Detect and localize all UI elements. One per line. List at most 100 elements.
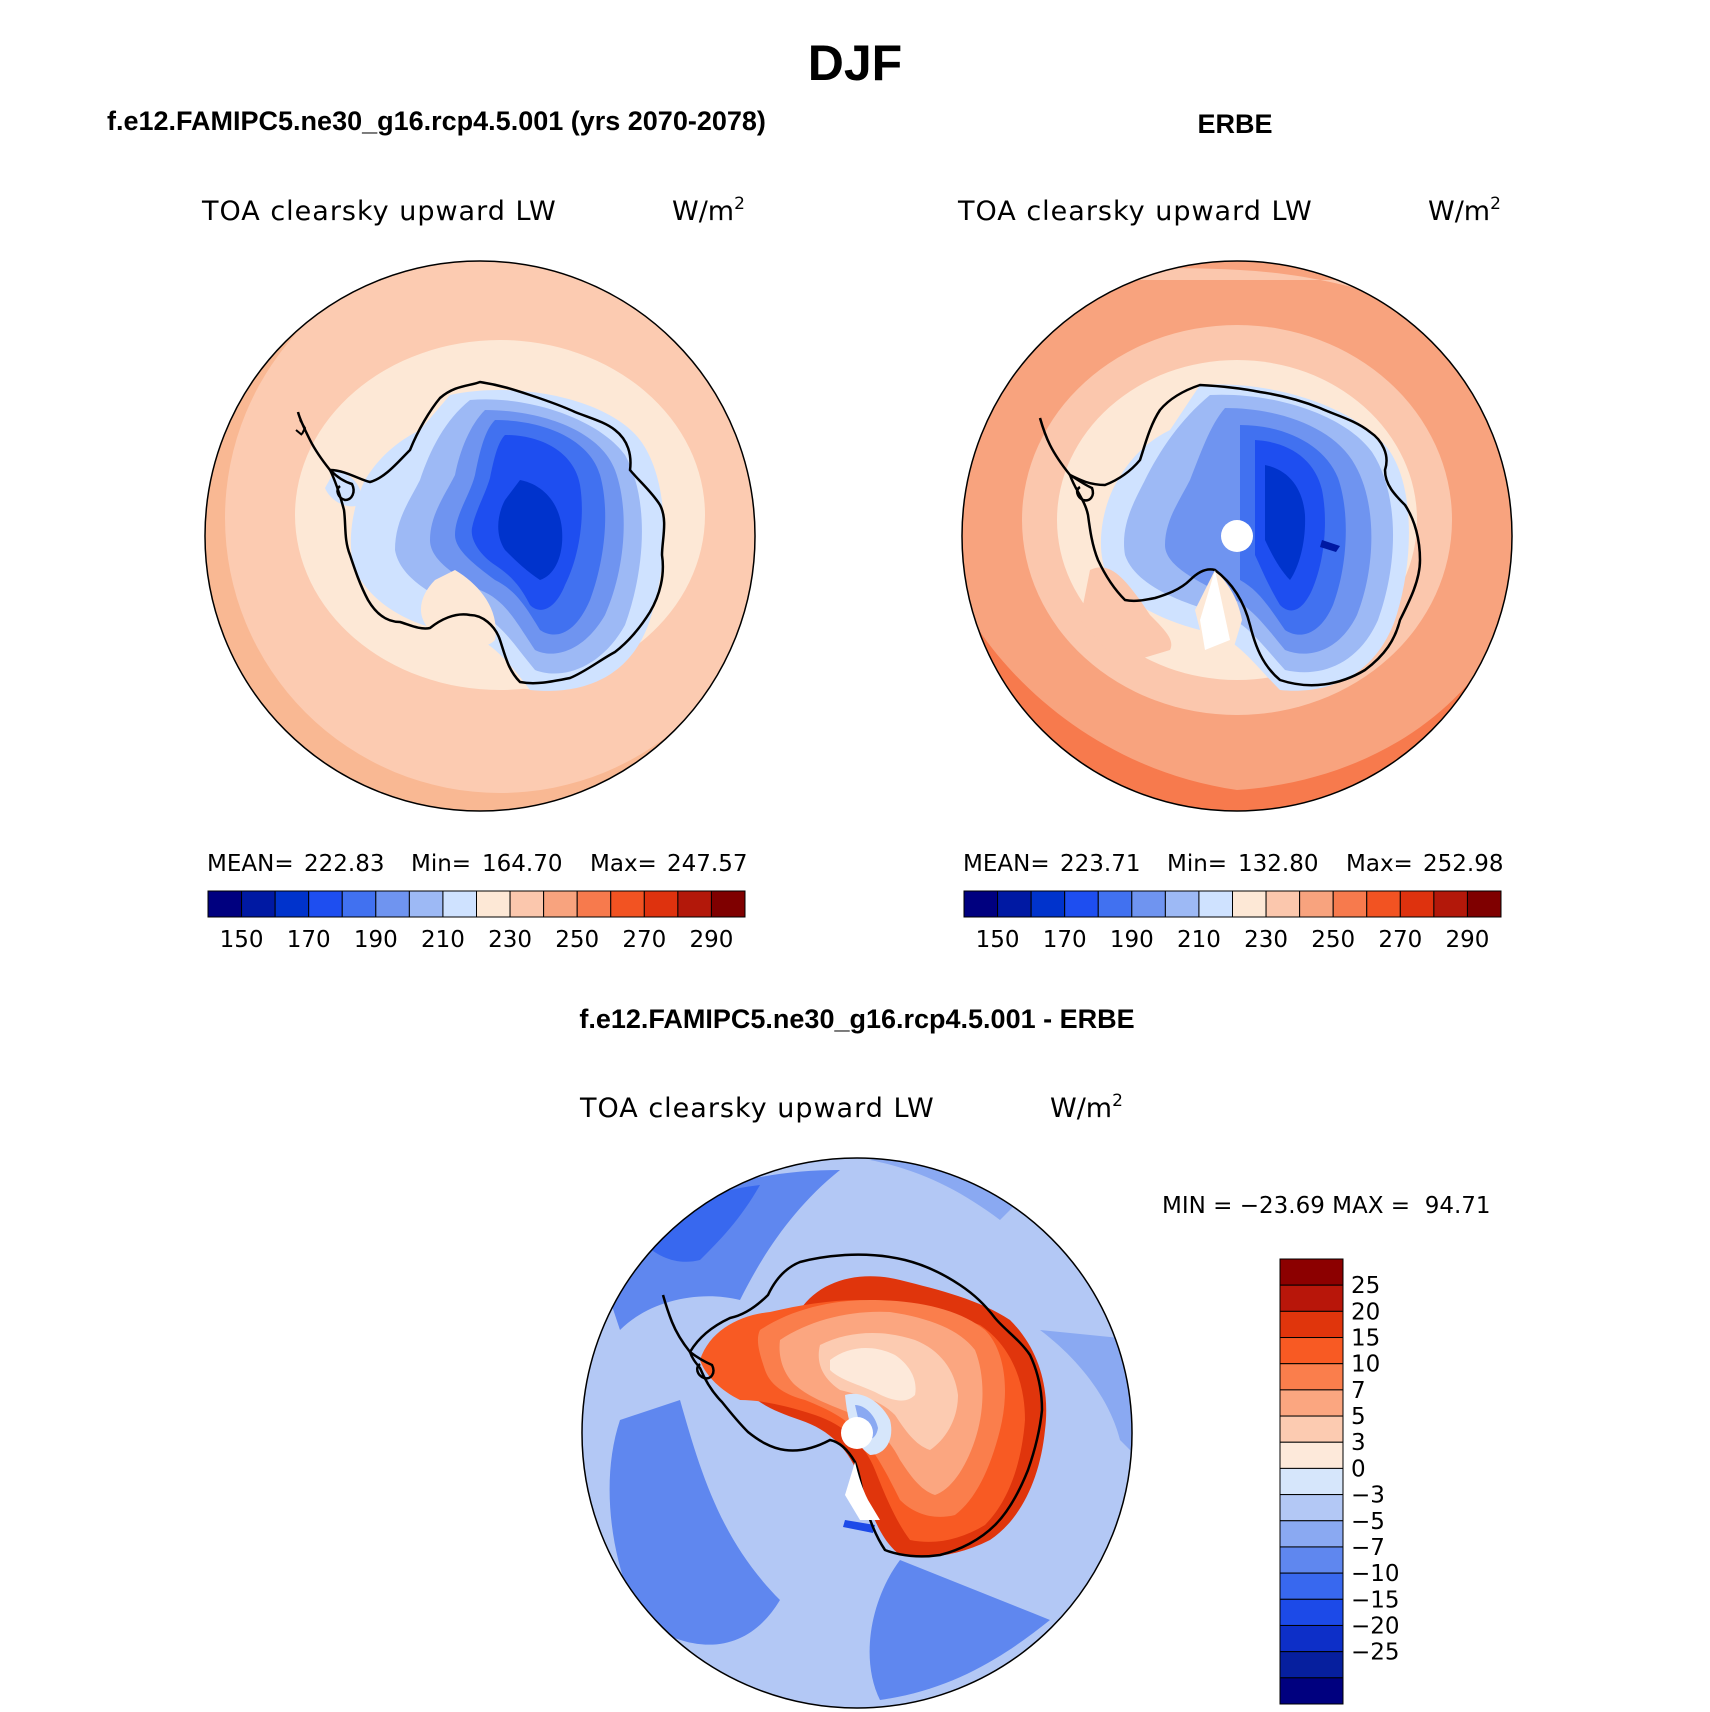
obs-colorbar-swatch: [1433, 890, 1468, 918]
obs-colorbar-swatch: [1466, 890, 1502, 918]
diff-units-exp: 2: [1112, 1091, 1123, 1111]
diff-colorbar-tick-label: −5: [1351, 1509, 1385, 1535]
obs-colorbar-tick-label: 190: [1110, 927, 1154, 953]
diff-colorbar-swatch: [1279, 1598, 1344, 1626]
model-colorbar-tick-label: 190: [354, 927, 398, 953]
model-map: [204, 260, 756, 812]
obs-units-base: W/m: [1428, 196, 1490, 227]
obs-units-exp: 2: [1490, 194, 1501, 214]
diff-variable-label: TOA clearsky upward LW: [579, 1093, 935, 1124]
model-colorbar: 150 170 190 210 230 250 270 290: [207, 890, 746, 953]
diff-colorbar-tick-label: −3: [1351, 1483, 1385, 1509]
obs-units-label: W/m2: [1428, 194, 1501, 227]
season-title: DJF: [808, 35, 902, 91]
obs-colorbar-tick-label: 210: [1177, 927, 1221, 953]
model-min-label: Min=: [411, 851, 471, 877]
obs-min-label: Min=: [1167, 851, 1227, 877]
obs-colorbar-swatch: [1131, 890, 1166, 918]
diff-colorbar-tick-label: −10: [1351, 1561, 1400, 1587]
obs-colorbar-swatch: [1265, 890, 1301, 918]
diff-colorbar-swatch: [1279, 1284, 1344, 1312]
model-colorbar-tick-label: 150: [220, 927, 264, 953]
model-stats: MEAN= 222.83 Min= 164.70 Max= 247.57: [207, 851, 747, 877]
diff-colorbar-tick-label: 3: [1351, 1430, 1366, 1456]
model-colorbar-swatch: [710, 890, 746, 918]
model-colorbar-swatch: [643, 890, 679, 918]
obs-colorbar-swatch: [1399, 890, 1435, 918]
diff-colorbar-tick-label: −25: [1351, 1640, 1400, 1666]
diff-colorbar-swatch: [1279, 1337, 1344, 1365]
diff-colorbar-swatch: [1279, 1363, 1344, 1391]
diff-colorbar-tick-label: 25: [1351, 1273, 1380, 1299]
obs-colorbar: 150 170 190 210 230 250 270 290: [963, 890, 1502, 953]
obs-colorbar-tick-label: 250: [1311, 927, 1355, 953]
model-colorbar-swatch: [408, 890, 444, 918]
obs-colorbar-swatch: [1366, 890, 1401, 918]
obs-pole-hole: [1221, 520, 1253, 552]
model-colorbar-tick-label: 290: [689, 927, 733, 953]
model-min-value: 164.70: [482, 851, 562, 877]
model-colorbar-tick-label: 230: [488, 927, 532, 953]
model-colorbar-swatch: [341, 890, 377, 918]
model-panel-title: f.e12.FAMIPC5.ne30_g16.rcp4.5.001 (yrs 2…: [107, 106, 766, 136]
obs-colorbar-swatch: [1299, 890, 1334, 918]
obs-min-value: 132.80: [1238, 851, 1318, 877]
model-colorbar-swatch: [677, 890, 712, 918]
diff-colorbar-tick-label: 10: [1351, 1352, 1380, 1378]
model-colorbar-swatch: [207, 890, 243, 918]
diff-colorbar-tick-label: 15: [1351, 1326, 1380, 1352]
diff-colorbar-swatch: [1279, 1389, 1344, 1417]
obs-colorbar-tick-label: 290: [1445, 927, 1489, 953]
obs-colorbar-swatch: [1232, 890, 1267, 918]
obs-colorbar-tick-label: 170: [1043, 927, 1087, 953]
model-max-label: Max=: [590, 851, 657, 877]
diff-colorbar-swatch: [1279, 1546, 1344, 1574]
obs-colorbar-swatch: [1198, 890, 1233, 918]
obs-mean-value: 223.71: [1060, 851, 1140, 877]
obs-max-label: Max=: [1346, 851, 1413, 877]
obs-colorbar-swatch: [1064, 890, 1099, 918]
obs-max-value: 252.98: [1423, 851, 1503, 877]
model-variable-label: TOA clearsky upward LW: [201, 196, 557, 227]
diff-colorbar-tick-label: −7: [1351, 1535, 1385, 1561]
diff-colorbar-tick-label: −15: [1351, 1587, 1400, 1613]
diff-units-label: W/m2: [1050, 1091, 1123, 1124]
model-colorbar-swatch: [375, 890, 410, 918]
model-colorbar-swatch: [476, 890, 511, 918]
model-units-label: W/m2: [672, 194, 745, 227]
diff-colorbar-swatch: [1279, 1624, 1344, 1653]
model-colorbar-tick-label: 270: [622, 927, 666, 953]
obs-map: [961, 260, 1513, 812]
diff-pole-hole: [841, 1417, 873, 1449]
obs-variable-label: TOA clearsky upward LW: [957, 196, 1313, 227]
diff-colorbar-swatch: [1279, 1441, 1344, 1469]
diff-colorbar-swatch: [1279, 1467, 1344, 1496]
model-colorbar-swatch: [274, 890, 310, 918]
obs-colorbar-swatch: [1097, 890, 1133, 918]
obs-colorbar-swatch: [1164, 890, 1200, 918]
diff-colorbar-tick-label: −20: [1351, 1613, 1400, 1639]
diff-colorbar-tick-label: 5: [1351, 1404, 1366, 1430]
model-units-exp: 2: [734, 194, 745, 214]
model-colorbar-swatch: [308, 890, 343, 918]
diff-map: [581, 1157, 1133, 1709]
diff-colorbar-swatch: [1279, 1258, 1344, 1286]
diff-colorbar-tick-label: 7: [1351, 1378, 1366, 1404]
diff-colorbar-swatch: [1279, 1651, 1344, 1679]
model-colorbar-tick-label: 250: [555, 927, 599, 953]
obs-colorbar-swatch: [1332, 890, 1368, 918]
model-mean-label: MEAN=: [207, 851, 294, 877]
diff-colorbar-tick-label: 0: [1351, 1456, 1366, 1482]
model-colorbar-swatch: [576, 890, 612, 918]
model-units-base: W/m: [672, 196, 734, 227]
obs-colorbar-tick-label: 150: [976, 927, 1020, 953]
model-mean-value: 222.83: [304, 851, 384, 877]
diff-colorbar-swatch: [1279, 1494, 1344, 1522]
diff-colorbar-swatch: [1279, 1415, 1344, 1443]
obs-panel-title: ERBE: [1197, 109, 1272, 139]
diff-colorbar-swatch: [1279, 1520, 1344, 1548]
model-colorbar-swatch: [241, 890, 276, 918]
model-max-value: 247.57: [667, 851, 747, 877]
